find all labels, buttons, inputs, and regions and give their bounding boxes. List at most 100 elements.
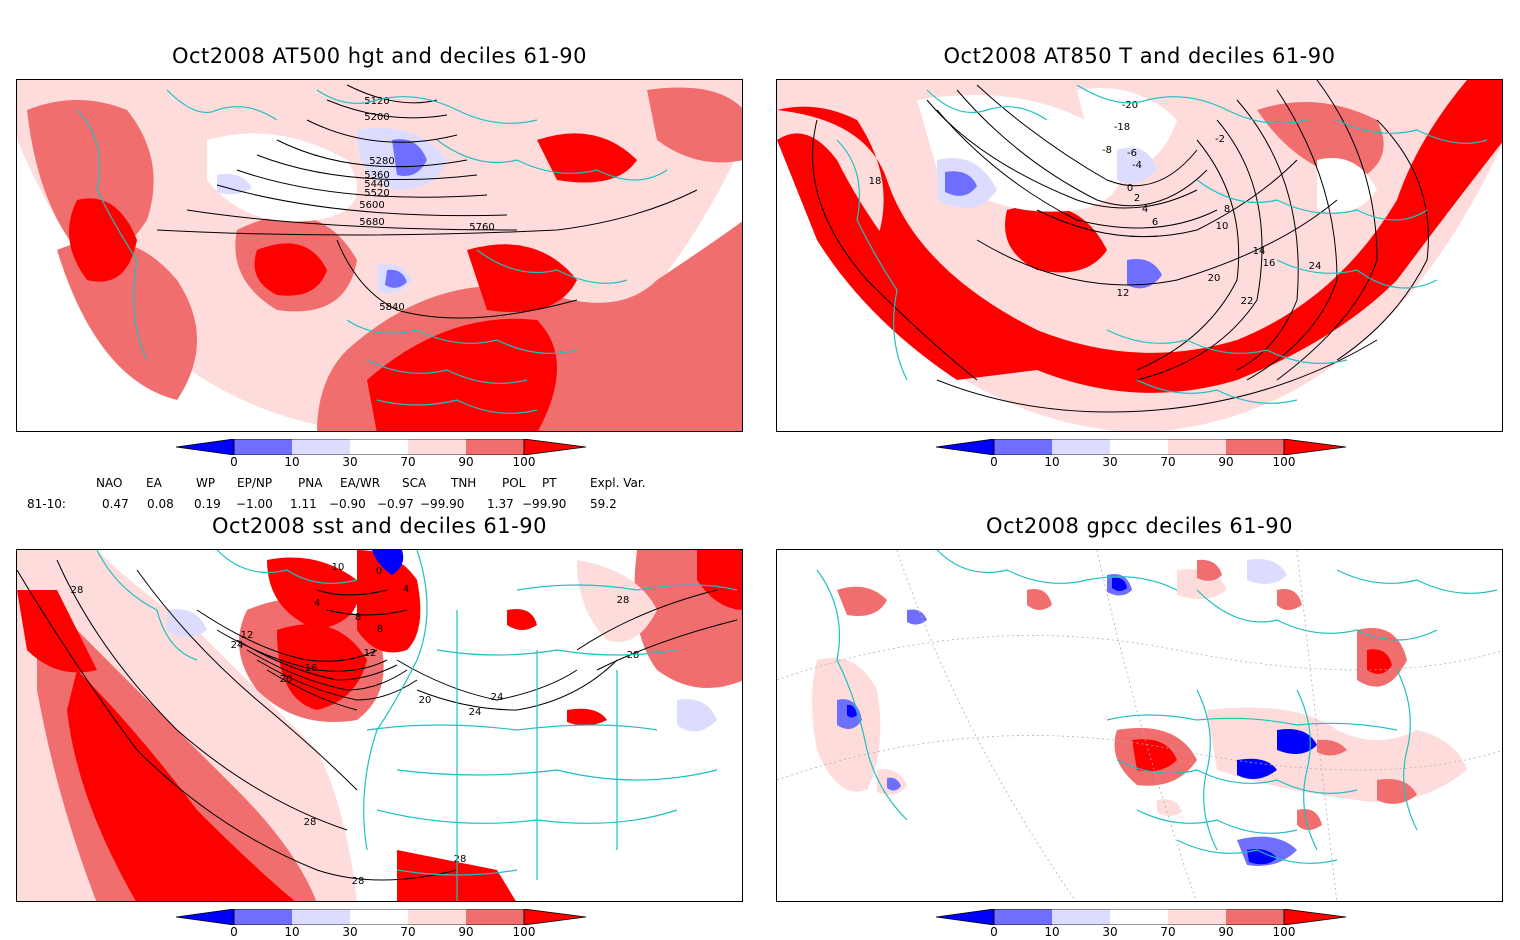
index-header: WP (196, 476, 216, 490)
contour-label: -2 (1215, 134, 1225, 145)
index-value: 0.08 (147, 497, 174, 511)
colorbar-tick: 70 (400, 455, 416, 469)
colorbar-tick: 100 (1272, 455, 1296, 469)
contour-label: 5360 (364, 170, 389, 181)
contour-label: 8 (377, 624, 383, 635)
index-header: TNH (451, 476, 477, 490)
contour-label: 5280 (369, 156, 394, 167)
colorbar-tick: 30 (342, 925, 358, 939)
index-value: 0.19 (194, 497, 221, 511)
index-header: EP/NP (237, 476, 273, 490)
colorbar-tick: 90 (458, 925, 474, 939)
colorbar-sst: 0 10 30 70 90 100 (176, 909, 586, 940)
colorbar-tick: 30 (342, 455, 358, 469)
map-hgt500: 5120 5200 5280 5360 5440 5520 5600 5680 … (16, 79, 743, 432)
map-sst: 0 4 4 8 8 10 12 12 16 20 20 24 24 24 28 … (16, 549, 743, 902)
colorbar-tick: 10 (1044, 455, 1060, 469)
contour-label: 16 (305, 663, 318, 674)
contour-label: 28 (352, 876, 365, 887)
contour-label: 2 (1134, 193, 1140, 204)
contour-label: 24 (231, 640, 244, 651)
panel-title-t850: Oct2008 AT850 T and deciles 61-90 (943, 44, 1336, 68)
contour-label: 10 (1216, 221, 1229, 232)
index-value: −99.90 (420, 497, 465, 511)
contour-label: 20 (419, 695, 432, 706)
index-header: POL (502, 476, 526, 490)
contour-label: 16 (1263, 258, 1276, 269)
contour-label: 24 (1309, 261, 1322, 272)
index-header: EA (146, 476, 162, 490)
contour-label: 22 (1241, 296, 1254, 307)
index-value: −1.00 (236, 497, 273, 511)
colorbar-tick: 10 (1044, 925, 1060, 939)
contour-label: 8 (355, 612, 361, 623)
contour-label: 18 (869, 176, 882, 187)
contour-label: 0 (1127, 183, 1133, 194)
map-gpcc (776, 549, 1503, 902)
contour-label: 5120 (364, 96, 389, 107)
contour-label: 4 (403, 584, 409, 595)
panel-title-sst: Oct2008 sst and deciles 61-90 (212, 514, 547, 538)
index-header: Expl. Var. (590, 476, 646, 490)
contour-label: 10 (332, 562, 345, 573)
index-value: −0.90 (329, 497, 366, 511)
contour-label: 5680 (359, 217, 384, 228)
colorbar-tick: 90 (1218, 455, 1234, 469)
index-value: 59.2 (590, 497, 617, 511)
contour-label: 12 (241, 630, 254, 641)
colorbar-tick: 100 (512, 455, 536, 469)
contour-label: 14 (1253, 246, 1266, 257)
contour-label: -4 (1132, 160, 1142, 171)
contour-label: 12 (1117, 288, 1130, 299)
contour-label: 5200 (364, 112, 389, 123)
contour-label: 6 (1152, 217, 1158, 228)
colorbar-t850: 0 10 30 70 90 100 (936, 439, 1346, 475)
contour-label: 5440 (364, 179, 389, 190)
contour-label: -20 (1122, 100, 1138, 111)
colorbar-tick: 0 (230, 925, 238, 939)
colorbar-tick: 10 (284, 925, 300, 939)
index-header: NAO (96, 476, 123, 490)
colorbar-tick: 70 (1160, 925, 1176, 939)
index-value: −99.90 (522, 497, 567, 511)
contour-label: 5520 (364, 188, 389, 199)
contour-label: 28 (71, 585, 84, 596)
contour-label: 12 (364, 648, 377, 659)
contour-label: 0 (376, 566, 382, 577)
index-header: PNA (298, 476, 323, 490)
colorbar-gpcc: 0 10 30 70 90 100 (936, 909, 1346, 940)
colorbar-tick: 10 (284, 455, 300, 469)
index-row-label: 81-10: (27, 497, 66, 511)
colorbar-hgt500: 0 10 30 70 90 100 (176, 439, 586, 475)
colorbar-tick: 70 (400, 925, 416, 939)
index-value: −0.97 (377, 497, 414, 511)
colorbar-tick: 0 (230, 455, 238, 469)
index-value: 1.11 (290, 497, 317, 511)
contour-label: 20 (1208, 273, 1221, 284)
contour-label: 28 (627, 650, 640, 661)
contour-label: 4 (1142, 204, 1148, 215)
colorbar-tick: 30 (1102, 455, 1118, 469)
colorbar-tick: 90 (1218, 925, 1234, 939)
map-t850: -20 -18 -8 -6 -4 -2 0 2 4 6 8 10 12 14 1… (776, 79, 1503, 432)
contour-label: 4 (314, 598, 320, 609)
index-header: SCA (402, 476, 427, 490)
contour-label: 20 (280, 674, 293, 685)
contour-label: 5840 (379, 302, 404, 313)
contour-label: 5760 (469, 222, 494, 233)
contour-label: 28 (454, 854, 467, 865)
panel-title-gpcc: Oct2008 gpcc deciles 61-90 (986, 514, 1293, 538)
contour-label: 28 (617, 595, 630, 606)
contour-label: 5600 (359, 200, 384, 211)
contour-label: 8 (1224, 204, 1230, 215)
index-value: 1.37 (487, 497, 514, 511)
contour-label: 28 (304, 817, 317, 828)
index-header: EA/WR (340, 476, 381, 490)
contour-label: -8 (1102, 145, 1112, 156)
index-header: PT (542, 476, 557, 490)
panel-title-hgt500: Oct2008 AT500 hgt and deciles 61-90 (171, 44, 587, 68)
colorbar-tick: 90 (458, 455, 474, 469)
colorbar-tick: 0 (990, 925, 998, 939)
colorbar-tick: 70 (1160, 455, 1176, 469)
index-value: 0.47 (102, 497, 129, 511)
